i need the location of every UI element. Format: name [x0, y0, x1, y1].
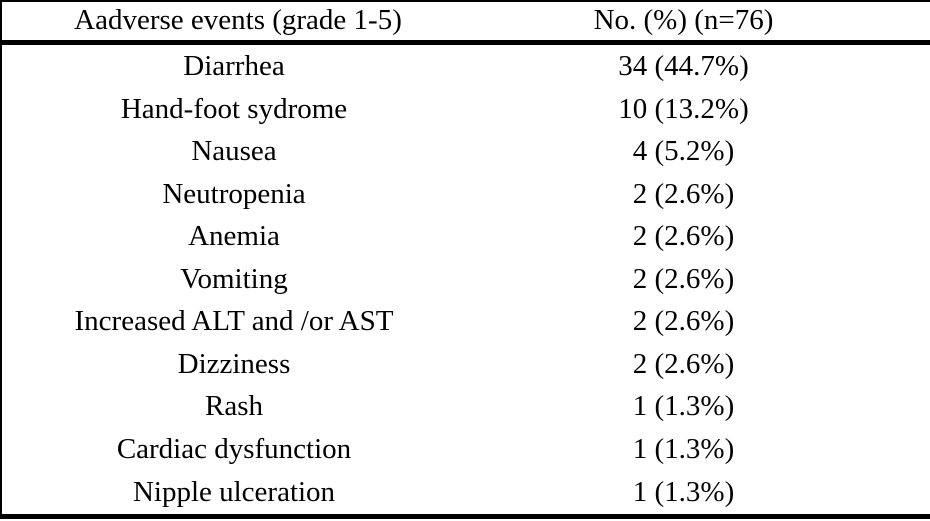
event-count-cell: 34 (44.7%): [618, 49, 749, 82]
event-name-cell: Nipple ulceration: [132, 475, 336, 508]
event-count-cell: 1 (1.3%): [632, 475, 735, 508]
event-count-cell: 2 (2.6%): [632, 347, 735, 380]
column-header-count-percent: No. (%) (n=76): [593, 4, 774, 37]
event-name-cell: Dizziness: [177, 347, 291, 380]
table-row: Hand-foot sydrome 10 (13.2%): [1, 88, 930, 130]
event-count-cell: 2 (2.6%): [632, 305, 735, 338]
event-count-cell: 2 (2.6%): [632, 220, 735, 253]
table-header: Aadverse events (grade 1-5) No. (%) (n=7…: [1, 1, 930, 42]
table-header-row: Aadverse events (grade 1-5) No. (%) (n=7…: [1, 1, 930, 42]
table-row: Nausea 4 (5.2%): [1, 131, 930, 173]
event-name-cell: Diarrhea: [183, 49, 285, 82]
event-count-cell: 1 (1.3%): [632, 432, 735, 465]
event-name-cell: Hand-foot sydrome: [120, 92, 348, 125]
event-name-cell: Cardiac dysfunction: [116, 432, 352, 465]
event-name-cell: Increased ALT and /or AST: [74, 305, 394, 338]
table-row: Nipple ulceration 1 (1.3%): [1, 470, 930, 516]
table-row: Cardiac dysfunction 1 (1.3%): [1, 428, 930, 470]
event-name-cell: Vomiting: [180, 262, 288, 295]
event-count-cell: 10 (13.2%): [618, 92, 749, 125]
table-body: Diarrhea 34 (44.7%) Hand-foot sydrome 10…: [1, 42, 930, 517]
event-name-cell: Rash: [205, 390, 263, 423]
column-header-adverse-events: Aadverse events (grade 1-5): [74, 4, 402, 37]
event-count-cell: 1 (1.3%): [632, 390, 735, 423]
event-count-cell: 2 (2.6%): [632, 177, 735, 210]
table-row: Increased ALT and /or AST 2 (2.6%): [1, 300, 930, 342]
table-row: Anemia 2 (2.6%): [1, 216, 930, 258]
event-count-cell: 4 (5.2%): [632, 135, 735, 168]
table-row: Rash 1 (1.3%): [1, 385, 930, 427]
event-name-cell: Neutropenia: [162, 177, 306, 210]
event-name-cell: Anemia: [188, 220, 280, 253]
table-row: Dizziness 2 (2.6%): [1, 343, 930, 385]
table-row: Diarrhea 34 (44.7%): [1, 42, 930, 88]
event-name-cell: Nausea: [191, 135, 277, 168]
table-row: Vomiting 2 (2.6%): [1, 258, 930, 300]
table-row: Neutropenia 2 (2.6%): [1, 173, 930, 215]
event-count-cell: 2 (2.6%): [632, 262, 735, 295]
